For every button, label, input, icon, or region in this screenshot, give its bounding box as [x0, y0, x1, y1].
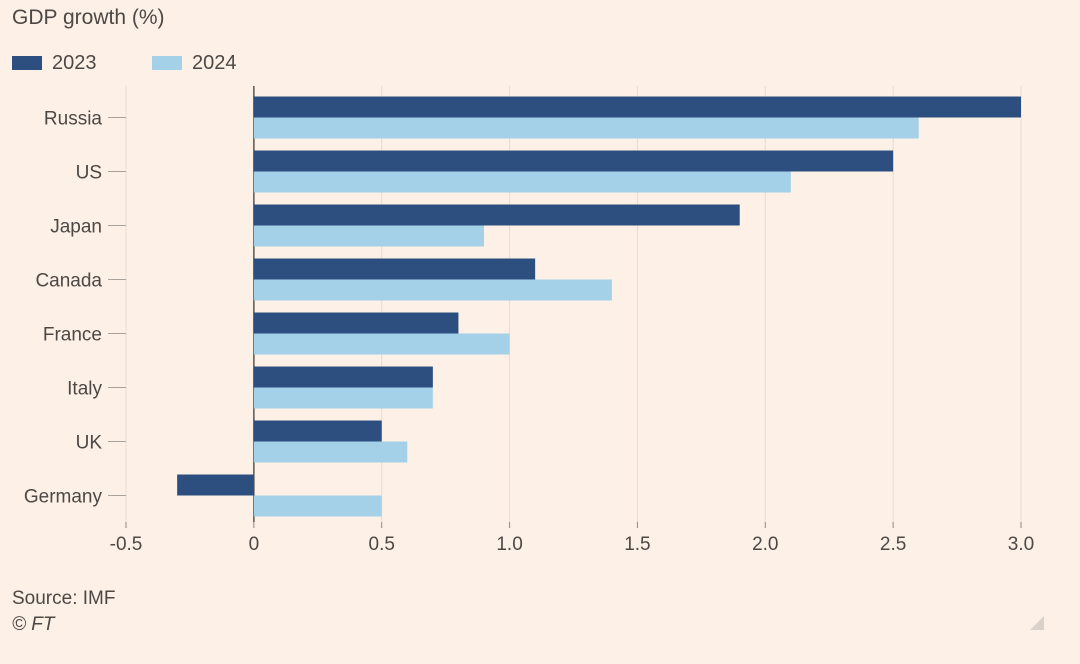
bar-2023-uk [253, 420, 382, 442]
x-tick-label: 0 [249, 534, 260, 555]
bar-2023-japan [253, 204, 740, 226]
bar-2023-france [253, 312, 459, 334]
bar-2023-russia [253, 96, 1021, 118]
bar-2024-us [253, 171, 791, 193]
bars [177, 96, 1021, 517]
legend-item-2023: 2023 [12, 52, 97, 74]
bar-2024-italy [253, 387, 433, 409]
chart-title: GDP growth (%) [12, 6, 165, 29]
category-label: Germany [24, 487, 103, 508]
x-tick-label: 0.5 [369, 534, 395, 555]
legend-label-2023: 2023 [52, 51, 97, 74]
x-tick-label: 3.0 [1008, 534, 1034, 555]
legend-item-2024: 2024 [152, 52, 237, 74]
bar-2023-germany [177, 474, 254, 496]
category-label: UK [76, 433, 103, 454]
category-label: Japan [50, 217, 102, 238]
axes: -0.5 0 0.5 1.0 1.5 2.0 2.5 3.0 Russia US Japan Cana… [24, 109, 1034, 556]
legend-swatch-2023 [12, 56, 42, 70]
bar-2023-italy [253, 366, 433, 388]
legend-label-2024: 2024 [192, 51, 237, 74]
source-note: Source: IMF [12, 588, 116, 609]
legend-swatch-2024 [152, 56, 182, 70]
bar-2024-france [253, 333, 510, 355]
category-label: Russia [44, 109, 103, 130]
bar-2023-us [253, 150, 894, 172]
x-tick-label: 2.5 [880, 534, 906, 555]
category-label: Canada [35, 271, 102, 292]
bar-2024-germany [253, 495, 382, 517]
category-label: US [76, 163, 102, 184]
bar-2024-russia [253, 117, 919, 139]
x-tick-label: 1.0 [496, 534, 522, 555]
category-label: Italy [67, 379, 102, 400]
bar-2024-uk [253, 441, 408, 463]
x-tick-label: 2.0 [752, 534, 778, 555]
bar-2023-canada [253, 258, 536, 280]
x-tick-label: 1.5 [624, 534, 650, 555]
bar-2024-canada [253, 279, 612, 301]
credit-note: © FT [12, 614, 55, 635]
x-tick-label: -0.5 [110, 534, 143, 555]
resize-handle-icon [1030, 616, 1044, 630]
category-label: France [43, 325, 102, 346]
bar-2024-japan [253, 225, 484, 247]
